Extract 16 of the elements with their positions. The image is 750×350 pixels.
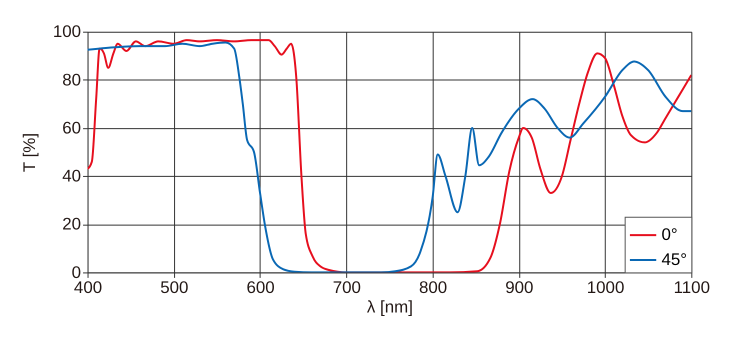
x-tick-label: 1000 xyxy=(586,278,624,297)
y-tick-label: 40 xyxy=(62,166,82,186)
y-axis-title: T [%] xyxy=(20,133,39,172)
legend-label: 0° xyxy=(661,225,678,244)
y-tick-label: 80 xyxy=(62,70,82,90)
x-tick-label: 900 xyxy=(505,278,534,297)
x-tick-label: 500 xyxy=(160,278,188,297)
y-tick-label: 20 xyxy=(62,214,82,234)
y-tick-label: 100 xyxy=(52,22,82,42)
legend-label: 45° xyxy=(661,250,688,269)
y-tick-label: 60 xyxy=(62,118,82,138)
x-tick-label: 800 xyxy=(418,278,448,297)
x-axis-title: λ [nm] xyxy=(366,298,413,317)
x-tick-label: 600 xyxy=(246,278,275,297)
x-tick-label: 700 xyxy=(332,278,361,297)
x-tick-label: 1100 xyxy=(674,278,710,297)
